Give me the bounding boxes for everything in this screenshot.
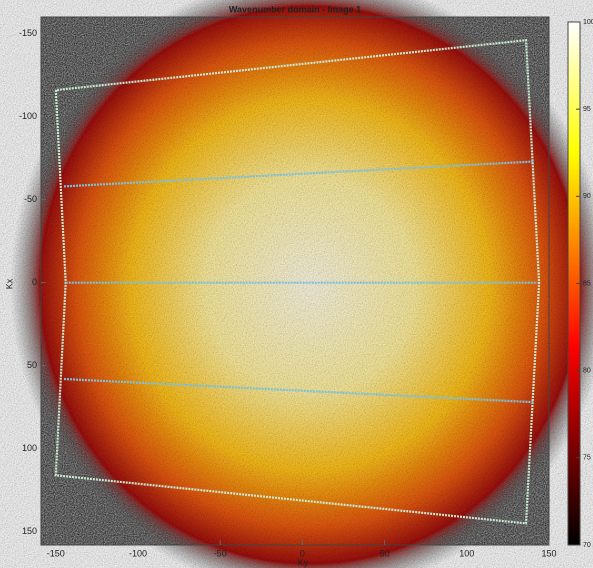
x-tick-label: -50 (214, 548, 227, 558)
x-tick-label: 50 (380, 548, 390, 558)
x-tick-label: 150 (541, 548, 556, 558)
y-tick-label: 150 (22, 526, 37, 536)
x-tick-label: 100 (459, 548, 474, 558)
y-tick-label: -50 (24, 194, 37, 204)
y-tick-label: 0 (32, 277, 37, 287)
plot-frame (40, 16, 550, 546)
y-tick-label: -150 (19, 28, 37, 38)
colorbar-tick-label: 90 (583, 193, 591, 200)
y-axis-label: Kx (4, 278, 14, 289)
colorbar-tick-label: 95 (583, 106, 591, 113)
colorbar-tick-label: 85 (583, 280, 591, 287)
overlay-line (63, 160, 535, 188)
y-tick-label: 50 (27, 360, 37, 370)
x-axis-label: Ky (298, 557, 309, 567)
colorbar-tick-label: 80 (583, 368, 591, 375)
colorbar-tick-label: 75 (583, 455, 591, 462)
heatmap-image (10, 0, 593, 568)
colorbar-tick-label: 100 (583, 19, 593, 26)
colorbar-tick-label: 70 (583, 542, 591, 549)
x-tick-label: 0 (300, 548, 305, 558)
y-tick-label: -100 (19, 111, 37, 121)
y-tick-label: 100 (22, 443, 37, 453)
x-tick-label: -100 (129, 548, 147, 558)
x-tick-label: -150 (47, 548, 65, 558)
overlay-line (63, 377, 535, 404)
chart-title: Wavenumber domain - Image 1 (229, 4, 361, 14)
